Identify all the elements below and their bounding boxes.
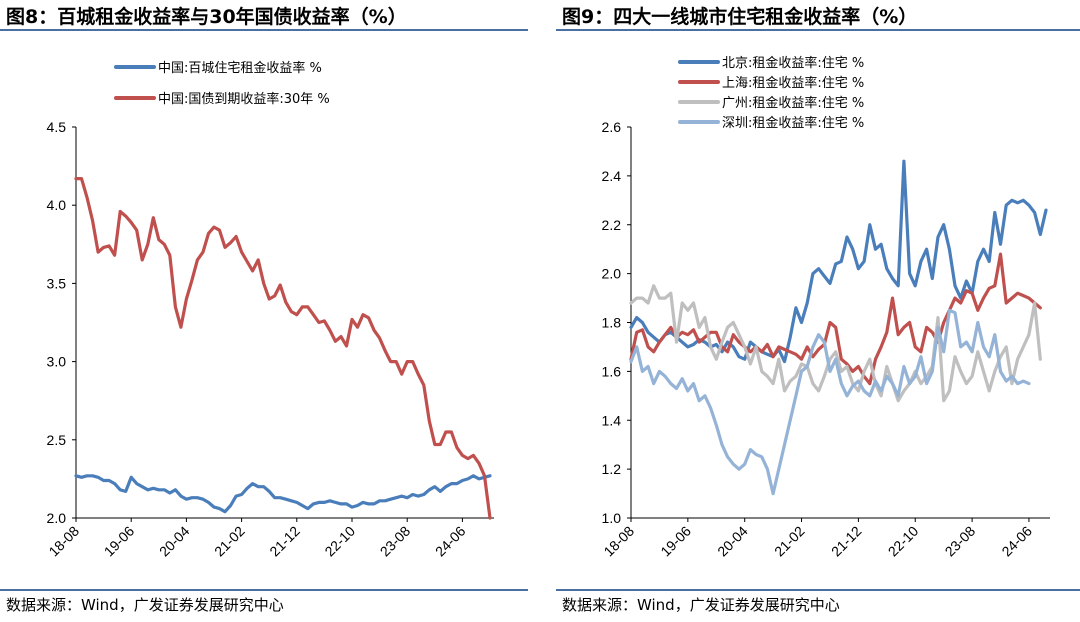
left-x-tick-label: 21-12 [266, 523, 303, 560]
left-x-tick-label: 22-10 [321, 523, 358, 560]
left-x-tick-label: 24-06 [432, 523, 469, 560]
right-panel: 图9：四大一线城市住宅租金收益率（%） 1.0 1.2 1.4 1.6 1.8 2.0 2.… [556, 0, 1080, 622]
right-y-tick-label: 1.6 [602, 363, 622, 379]
right-x-tick-label: 23-08 [942, 523, 979, 560]
right-y-tick-label: 1.8 [602, 315, 622, 331]
right-top-rule [556, 29, 1080, 31]
right-x-tick-label: 20-04 [714, 523, 751, 560]
right-y-tick-label: 1.4 [602, 412, 622, 428]
left-y-tick-label: 2.0 [47, 510, 67, 526]
right-source: 数据来源：Wind，广发证券发展研究中心 [562, 596, 840, 614]
left-legend-label-0: 中国:百城住宅租金收益率 % [158, 60, 322, 76]
right-x-tick-label: 24-06 [998, 523, 1035, 560]
right-y-tick-label: 2.2 [602, 217, 622, 233]
left-legend-label-1: 中国:国债到期收益率:30年 % [158, 91, 330, 107]
left-y-tick-label: 3.0 [47, 354, 67, 370]
left-bottom-rule [0, 589, 528, 591]
right-legend-label-1: 上海:租金收益率:住宅 % [722, 75, 864, 91]
right-y-tick-label: 2.4 [602, 168, 622, 184]
right-y-tick-label: 2.6 [602, 119, 622, 135]
right-x-tick-label: 18-08 [600, 523, 637, 560]
left-x-tick-label: 20-04 [156, 523, 193, 560]
right-chart-title: 图9：四大一线城市住宅租金收益率（%） [562, 6, 918, 28]
left-y-tick-label: 4.0 [47, 197, 67, 213]
right-series-line-2 [629, 284, 1042, 403]
right-x-tick-label: 21-02 [771, 523, 808, 560]
right-series-line-3 [629, 308, 1031, 496]
right-bottom-rule [556, 589, 1080, 591]
left-x-tick-label: 19-06 [101, 523, 138, 560]
right-y-tick-label: 1.0 [602, 510, 622, 526]
left-y-tick-label: 3.5 [47, 275, 67, 291]
right-series-line-1 [629, 252, 1042, 386]
right-x-tick-label: 22-10 [885, 523, 922, 560]
right-legend-label-0: 北京:租金收益率:住宅 % [722, 55, 864, 71]
left-y-tick-label: 2.5 [47, 432, 67, 448]
left-panel: 图8：百城租金收益率与30年国债收益率（%） 2.0 2.5 3.0 3.5 4.0 4.… [0, 0, 528, 622]
left-series-line-1 [74, 177, 492, 520]
left-x-tick-label: 23-08 [377, 523, 414, 560]
right-x-tick-label: 21-12 [828, 523, 865, 560]
right-y-tick-label: 2.0 [602, 266, 622, 282]
right-legend-label-3: 深圳:租金收益率:住宅 % [722, 115, 864, 131]
left-chart: 2.0 2.5 3.0 3.5 4.0 4.5 18-08 19-06 20-04 21-02 21… [45, 60, 494, 560]
left-top-rule [0, 29, 528, 31]
right-legend-label-2: 广州:租金收益率:住宅 % [722, 95, 864, 111]
left-y-tick-label: 4.5 [47, 119, 67, 135]
left-source: 数据来源：Wind，广发证券发展研究中心 [6, 596, 284, 614]
left-x-tick-label: 21-02 [211, 523, 248, 560]
right-x-tick-label: 19-06 [657, 523, 694, 560]
left-chart-title: 图8：百城租金收益率与30年国债收益率（%） [6, 6, 407, 28]
left-x-tick-label: 18-08 [45, 523, 82, 560]
right-chart: 1.0 1.2 1.4 1.6 1.8 2.0 2.2 2.4 2.6 18-08 19-06 20-… [600, 55, 1050, 560]
left-series-line-0 [74, 474, 492, 514]
right-y-tick-label: 1.2 [602, 461, 622, 477]
